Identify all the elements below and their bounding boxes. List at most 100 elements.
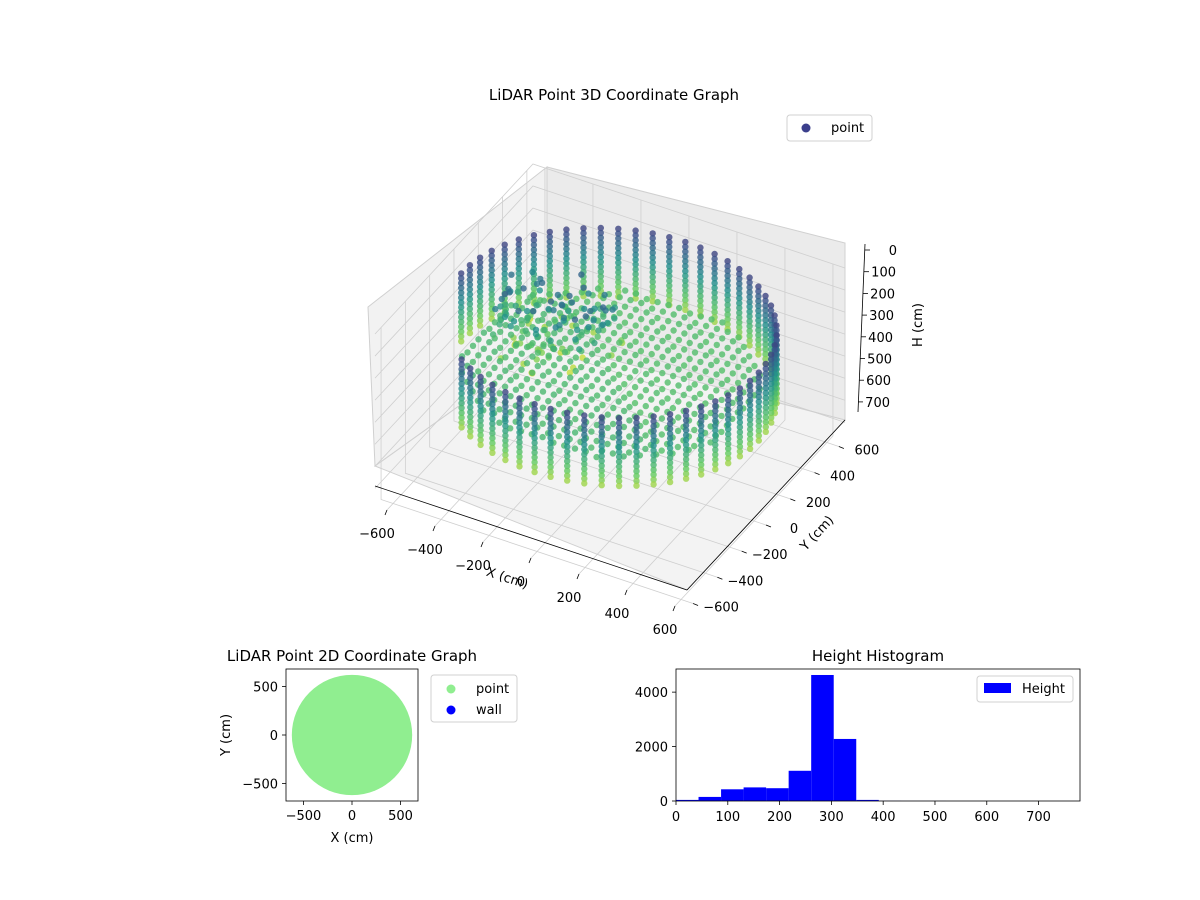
- point-3d: [498, 295, 505, 303]
- point-3d: [547, 434, 554, 442]
- point-3d: [599, 369, 606, 377]
- point-3d: [643, 295, 650, 303]
- point-3d: [736, 280, 743, 287]
- point-3d: [736, 304, 743, 312]
- y-tick-label-2d: −500: [242, 778, 278, 793]
- point-3d: [616, 294, 623, 301]
- point-3d: [682, 441, 690, 448]
- point-3d: [696, 390, 704, 398]
- point-3d: [538, 279, 546, 286]
- point-3d: [564, 477, 571, 484]
- point-3d: [516, 400, 523, 407]
- point-3d: [697, 374, 704, 382]
- point-3d: [632, 241, 639, 249]
- point-3d: [502, 301, 509, 308]
- point-3d: [524, 298, 531, 305]
- grid-line-x: [626, 247, 786, 591]
- point-3d: [458, 270, 465, 277]
- point-3d: [502, 322, 509, 329]
- point-3d: [599, 385, 606, 393]
- point-3d: [598, 428, 605, 436]
- point-3d: [707, 439, 714, 446]
- point-3d: [476, 264, 484, 271]
- point-3d: [698, 437, 705, 444]
- point-3d: [502, 403, 509, 410]
- point-3d: [633, 434, 640, 441]
- point-3d: [466, 276, 474, 283]
- point-3d: [627, 312, 634, 320]
- point-3d: [686, 355, 693, 363]
- point-3d: [477, 417, 484, 424]
- point-3d: [583, 386, 590, 394]
- point-3d: [762, 399, 769, 406]
- z-tick-label-3d: 0: [889, 244, 897, 259]
- point-3d: [458, 390, 465, 397]
- grid-line-z: [374, 185, 846, 357]
- point-3d: [496, 374, 503, 381]
- point-3d: [516, 414, 523, 422]
- point-3d: [458, 424, 465, 431]
- point-3d: [515, 236, 522, 243]
- point-3d: [649, 259, 656, 266]
- point-3d: [502, 427, 509, 435]
- point-3d: [556, 387, 563, 394]
- point-3d: [746, 293, 753, 301]
- y-tick-3d: [741, 550, 747, 554]
- point-3d: [581, 441, 588, 448]
- point-3d: [653, 360, 661, 367]
- point-3d: [467, 433, 474, 440]
- point-3d: [476, 303, 484, 310]
- y-tick-3d: [717, 576, 723, 580]
- point-3d: [466, 291, 474, 298]
- point-3d: [476, 269, 484, 276]
- point-3d: [682, 301, 689, 309]
- point-3d: [746, 397, 754, 404]
- point-3d: [682, 465, 690, 473]
- point-3d: [547, 420, 554, 427]
- point-3d: [458, 361, 465, 368]
- chart-3d-title: LiDAR Point 3D Coordinate Graph: [489, 86, 739, 104]
- point-3d: [590, 329, 597, 336]
- point-3d: [545, 305, 552, 313]
- x-tick-label-2d: −500: [286, 809, 322, 824]
- histogram-bar: [743, 787, 767, 801]
- point-3d: [712, 446, 719, 453]
- point-3d: [507, 425, 514, 432]
- point-3d: [488, 310, 495, 318]
- point-3d: [534, 395, 541, 402]
- point-3d: [604, 395, 612, 402]
- point-3d: [523, 317, 530, 324]
- point-3d: [567, 358, 574, 365]
- point-3d: [762, 414, 769, 421]
- point-3d: [458, 366, 465, 373]
- point-3d: [595, 327, 602, 334]
- point-3d: [489, 386, 496, 393]
- point-3d: [675, 336, 683, 344]
- point-3d: [621, 332, 628, 340]
- point-3d: [530, 236, 538, 244]
- point-3d: [458, 409, 465, 417]
- point-3d: [659, 353, 666, 361]
- point-3d: [702, 384, 709, 391]
- point-3d: [682, 282, 689, 289]
- point-3d: [489, 396, 496, 403]
- point-3d: [650, 423, 657, 430]
- point-3d: [590, 317, 597, 324]
- point-3d: [637, 377, 644, 384]
- point-3d: [488, 252, 495, 259]
- point-3d: [729, 338, 737, 345]
- point-3d: [697, 358, 704, 366]
- x-tick-label-histogram: 600: [974, 810, 999, 825]
- point-3d: [768, 370, 775, 378]
- point-3d: [712, 417, 719, 424]
- point-3d: [547, 454, 554, 461]
- point-3d: [669, 388, 677, 396]
- point-3d: [496, 390, 503, 397]
- point-3d: [674, 443, 682, 451]
- point-3d: [531, 459, 538, 466]
- point-3d: [755, 322, 762, 329]
- point-3d: [632, 232, 639, 239]
- point-3d: [626, 374, 633, 381]
- point-3d: [755, 302, 762, 310]
